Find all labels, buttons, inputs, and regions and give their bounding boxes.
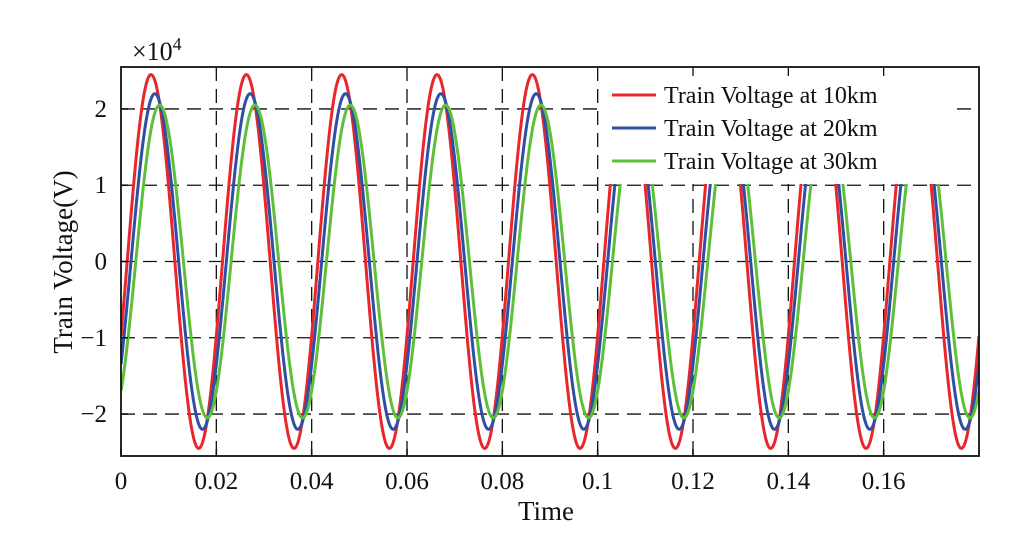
x-tick-label: 0.02: [194, 468, 238, 495]
x-tick-label: 0.04: [290, 468, 334, 495]
x-tick-label: 0.1: [582, 468, 613, 495]
x-axis-label: Time: [518, 496, 574, 526]
y-exponent-base: ×10: [132, 37, 173, 66]
y-tick-label: 2: [95, 96, 108, 123]
legend-label-2: Train Voltage at 20km: [664, 116, 878, 142]
tick-layer: 0 0.02 0.04 0.06 0.08 0.1 0.12 0.14 0.16 −2 −1 0 1 2: [80, 96, 905, 495]
series-line-2: [121, 92, 979, 431]
series-layer: [121, 73, 979, 450]
y-tick-label: −2: [80, 401, 107, 428]
x-tick-label: 0.12: [671, 468, 715, 495]
x-tick-label: 0.14: [766, 468, 810, 495]
x-tick-label: 0.16: [862, 468, 906, 495]
y-exponent-power: 4: [173, 34, 182, 54]
legend-label-1: Train Voltage at 10km: [664, 83, 878, 109]
series-line-1: [121, 73, 979, 450]
y-exponent-label: ×104: [132, 34, 182, 66]
legend-background: [600, 76, 952, 184]
y-tick-label: 0: [95, 249, 108, 276]
legend: Train Voltage at 10km Train Voltage at 20…: [600, 76, 952, 184]
x-tick-label: 0: [115, 468, 128, 495]
legend-label-3: Train Voltage at 30km: [664, 149, 878, 175]
series-line-3: [121, 103, 979, 420]
y-tick-label: 1: [95, 172, 108, 199]
y-axis-label: Train Voltage(V): [48, 170, 78, 353]
x-tick-label: 0.06: [385, 468, 429, 495]
y-tick-label: −1: [80, 325, 107, 352]
x-tick-label: 0.08: [480, 468, 524, 495]
legend-items: Train Voltage at 10km Train Voltage at 20…: [612, 83, 878, 175]
